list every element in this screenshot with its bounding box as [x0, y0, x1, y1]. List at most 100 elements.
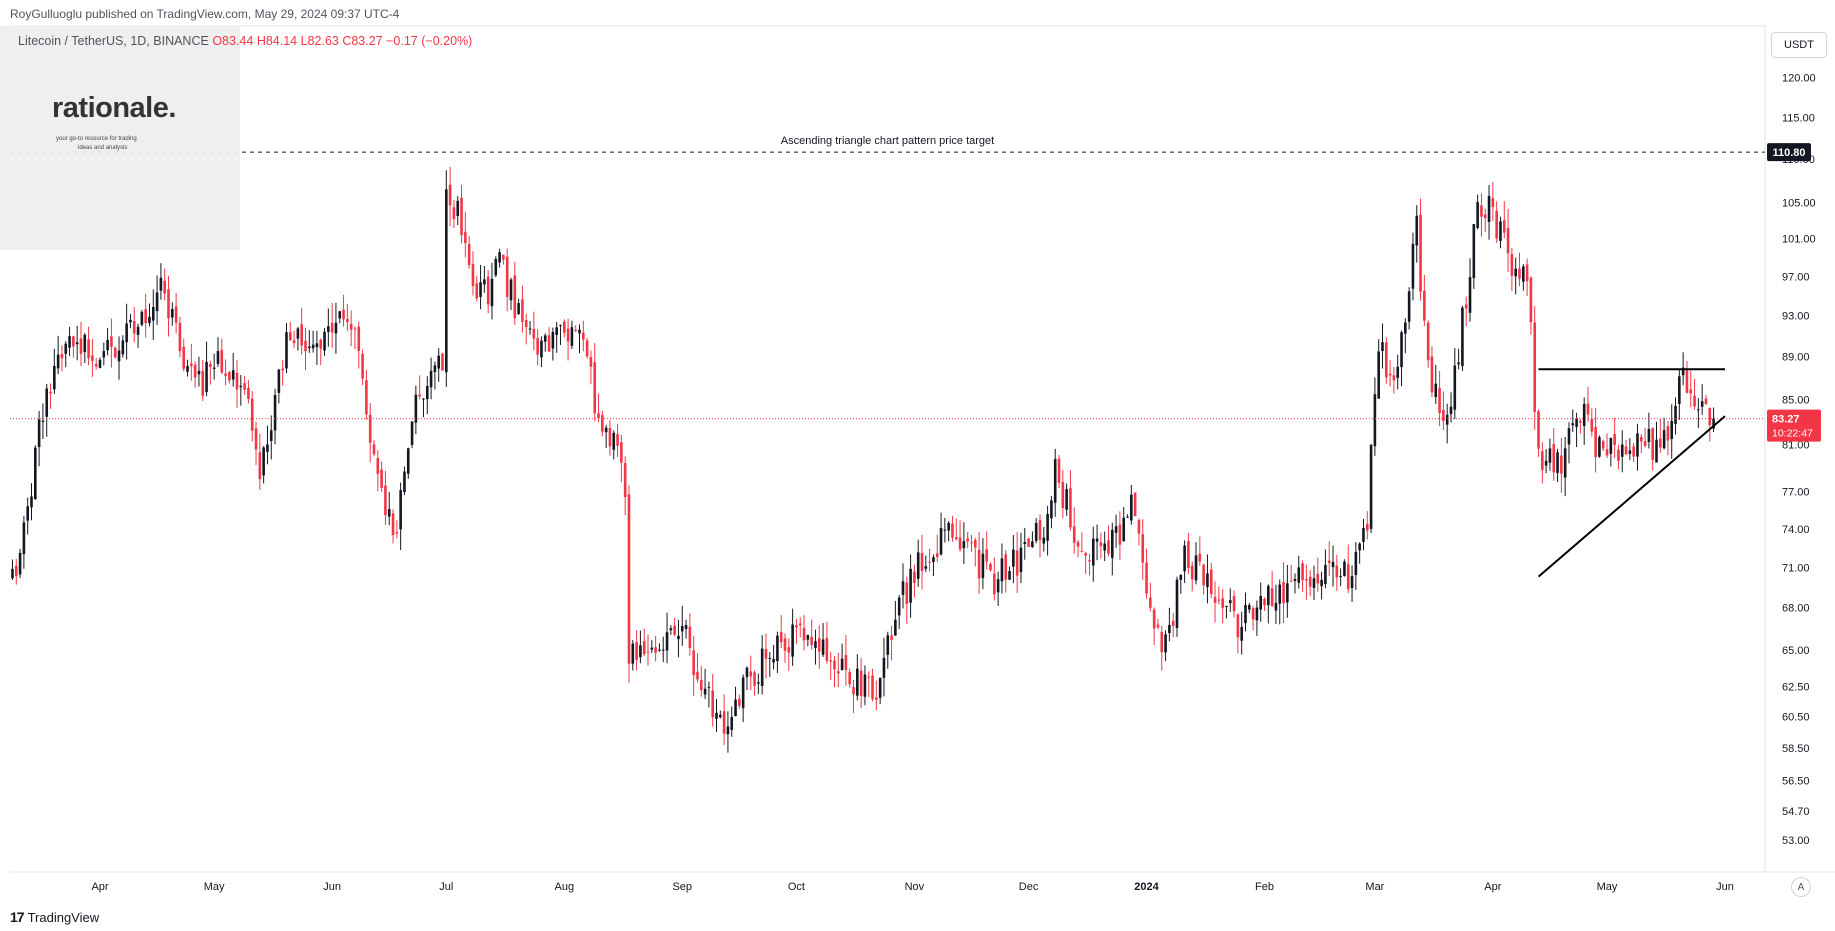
drawing-overlays: Ascending triangle chart pattern price t… — [10, 135, 1765, 578]
candle-body — [1194, 555, 1198, 581]
candle-body — [64, 343, 68, 354]
candle-body — [1362, 527, 1365, 542]
candle-body — [894, 619, 897, 636]
candle-body — [1164, 634, 1167, 653]
candle-body — [410, 421, 414, 445]
candle-body — [117, 350, 121, 362]
candle-body — [840, 658, 844, 671]
candle-body — [1126, 516, 1129, 518]
y-tick-label: 93.00 — [1782, 311, 1810, 323]
candle-body — [1468, 277, 1472, 313]
candle-body — [296, 328, 300, 339]
candle-body — [806, 635, 810, 640]
candle-body — [901, 581, 905, 595]
candle-body — [1343, 561, 1346, 576]
candle-body — [228, 371, 231, 381]
candle-body — [582, 332, 585, 340]
candle-body — [163, 280, 166, 294]
candle-body — [578, 329, 581, 334]
candle-body — [627, 494, 631, 664]
currency-button[interactable]: USDT — [1771, 32, 1827, 58]
y-tick-label: 53.00 — [1782, 835, 1810, 847]
candle-body — [1647, 428, 1651, 442]
candle-body — [1061, 482, 1065, 509]
candle-body — [1130, 494, 1133, 521]
candle-body — [1636, 433, 1639, 457]
candle-body — [425, 386, 429, 400]
candle-body — [1510, 253, 1514, 276]
candle-body — [585, 340, 589, 357]
candle-body — [178, 322, 182, 352]
candle-body — [1491, 197, 1495, 208]
candle-body — [1027, 538, 1030, 547]
candle-body — [56, 354, 60, 369]
candle-body — [696, 671, 699, 680]
candle-body — [1556, 452, 1559, 473]
y-tick-label: 74.00 — [1782, 524, 1810, 536]
candle-body — [509, 279, 513, 301]
candle-body — [867, 676, 871, 678]
candle-body — [916, 552, 920, 579]
candle-body — [536, 338, 539, 355]
y-tick-label: 62.50 — [1782, 681, 1810, 693]
auto-scale-button[interactable]: A — [1791, 877, 1811, 897]
candle-body — [1057, 458, 1061, 483]
candle-body — [98, 359, 102, 368]
candle-body — [68, 336, 71, 348]
candle-body — [1685, 370, 1689, 393]
candle-body — [779, 632, 783, 643]
candle-body — [441, 353, 444, 371]
candle-body — [966, 538, 969, 542]
candle-body — [304, 340, 307, 352]
candle-body — [247, 387, 250, 399]
candle-body — [418, 394, 421, 397]
candle-body — [121, 340, 125, 355]
candle-body — [30, 496, 33, 508]
candle-body — [688, 626, 692, 648]
candle-body — [433, 365, 437, 373]
candle-body — [726, 726, 730, 735]
candle-body — [848, 671, 852, 685]
candle-body — [1533, 322, 1537, 412]
candlestick-series — [11, 166, 1715, 753]
candle-body — [1529, 277, 1533, 323]
candle-body — [1190, 565, 1194, 580]
candle-body — [890, 635, 893, 640]
candle-body — [494, 258, 498, 276]
candle-body — [1712, 418, 1715, 429]
candle-body — [935, 553, 939, 558]
candle-body — [1145, 562, 1148, 594]
candle-body — [1567, 428, 1571, 445]
ohlc-low: L82.63 — [300, 34, 339, 48]
candle-body — [863, 674, 867, 697]
candle-body — [825, 638, 829, 662]
candle-body — [1586, 403, 1590, 415]
candle-body — [91, 355, 94, 361]
y-tick-label: 105.00 — [1782, 197, 1816, 209]
y-tick-label: 115.00 — [1782, 112, 1815, 124]
candle-body — [768, 657, 772, 659]
candle-body — [1552, 444, 1556, 473]
candle-body — [1031, 541, 1034, 548]
candle-body — [1168, 624, 1171, 634]
y-tick-label: 85.00 — [1782, 394, 1810, 406]
candle-body — [1472, 224, 1476, 279]
candle-body — [1327, 560, 1331, 564]
candle-body — [1084, 553, 1087, 556]
candle-body — [327, 326, 330, 332]
candle-body — [1267, 585, 1270, 606]
candle-body — [220, 349, 224, 373]
candle-body — [1506, 228, 1510, 254]
candle-body — [277, 369, 281, 393]
tradingview-logo[interactable]: 17 TradingView — [10, 909, 99, 925]
symbol-legend[interactable]: Litecoin / TetherUS, 1D, BINANCE O83.44 … — [18, 34, 472, 48]
candle-body — [612, 432, 616, 450]
candle-body — [1217, 599, 1221, 601]
candle-body — [483, 279, 486, 285]
candle-body — [1598, 437, 1601, 457]
candle-body — [1282, 581, 1285, 604]
candle-body — [334, 322, 338, 334]
candle-body — [513, 275, 517, 319]
candle-body — [555, 327, 558, 335]
